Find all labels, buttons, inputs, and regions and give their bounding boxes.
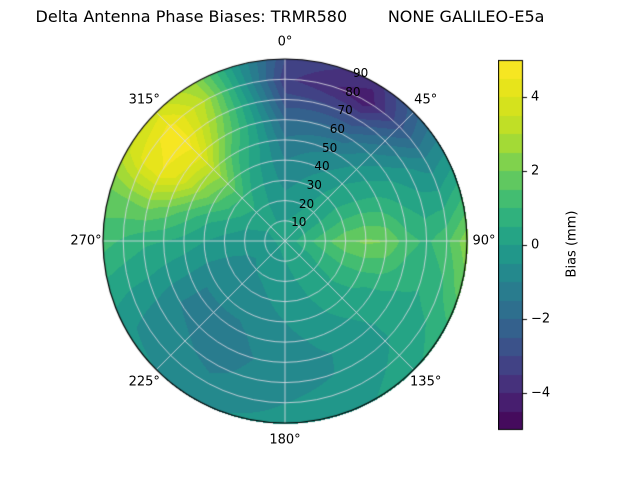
theta-tick-label: 135° [410, 374, 442, 390]
colorbar-tick-label: 0 [531, 237, 540, 253]
theta-tick-label: 0° [277, 34, 293, 50]
r-tick-label: 90 [353, 65, 369, 80]
theta-tick-label: 180° [269, 432, 301, 448]
r-tick-label: 70 [337, 103, 353, 118]
chart-title: Delta Antenna Phase Biases: TRMR580 NONE… [35, 7, 545, 26]
theta-tick-label: 225° [128, 374, 160, 390]
colorbar-tick-label: −2 [531, 311, 551, 327]
theta-tick-label: 270° [70, 233, 102, 249]
theta-tick-label: 45° [414, 92, 438, 108]
theta-tick-label: 315° [128, 92, 160, 108]
colorbar-tick-label: 4 [531, 89, 540, 105]
r-tick-label: 30 [306, 177, 322, 192]
r-tick-label: 80 [345, 84, 361, 99]
colorbar-axis-label: Bias (mm) [564, 210, 580, 278]
theta-tick-label: 90° [472, 233, 496, 249]
r-tick-label: 20 [298, 196, 315, 211]
colorbar-tick-label: 2 [531, 163, 540, 179]
r-tick-label: 40 [314, 159, 330, 174]
r-tick-label: 60 [329, 121, 346, 136]
colorbar-tick-label: −4 [531, 385, 551, 401]
r-tick-label: 50 [322, 140, 338, 155]
r-tick-label: 10 [291, 215, 307, 230]
colorbar [498, 58, 532, 432]
